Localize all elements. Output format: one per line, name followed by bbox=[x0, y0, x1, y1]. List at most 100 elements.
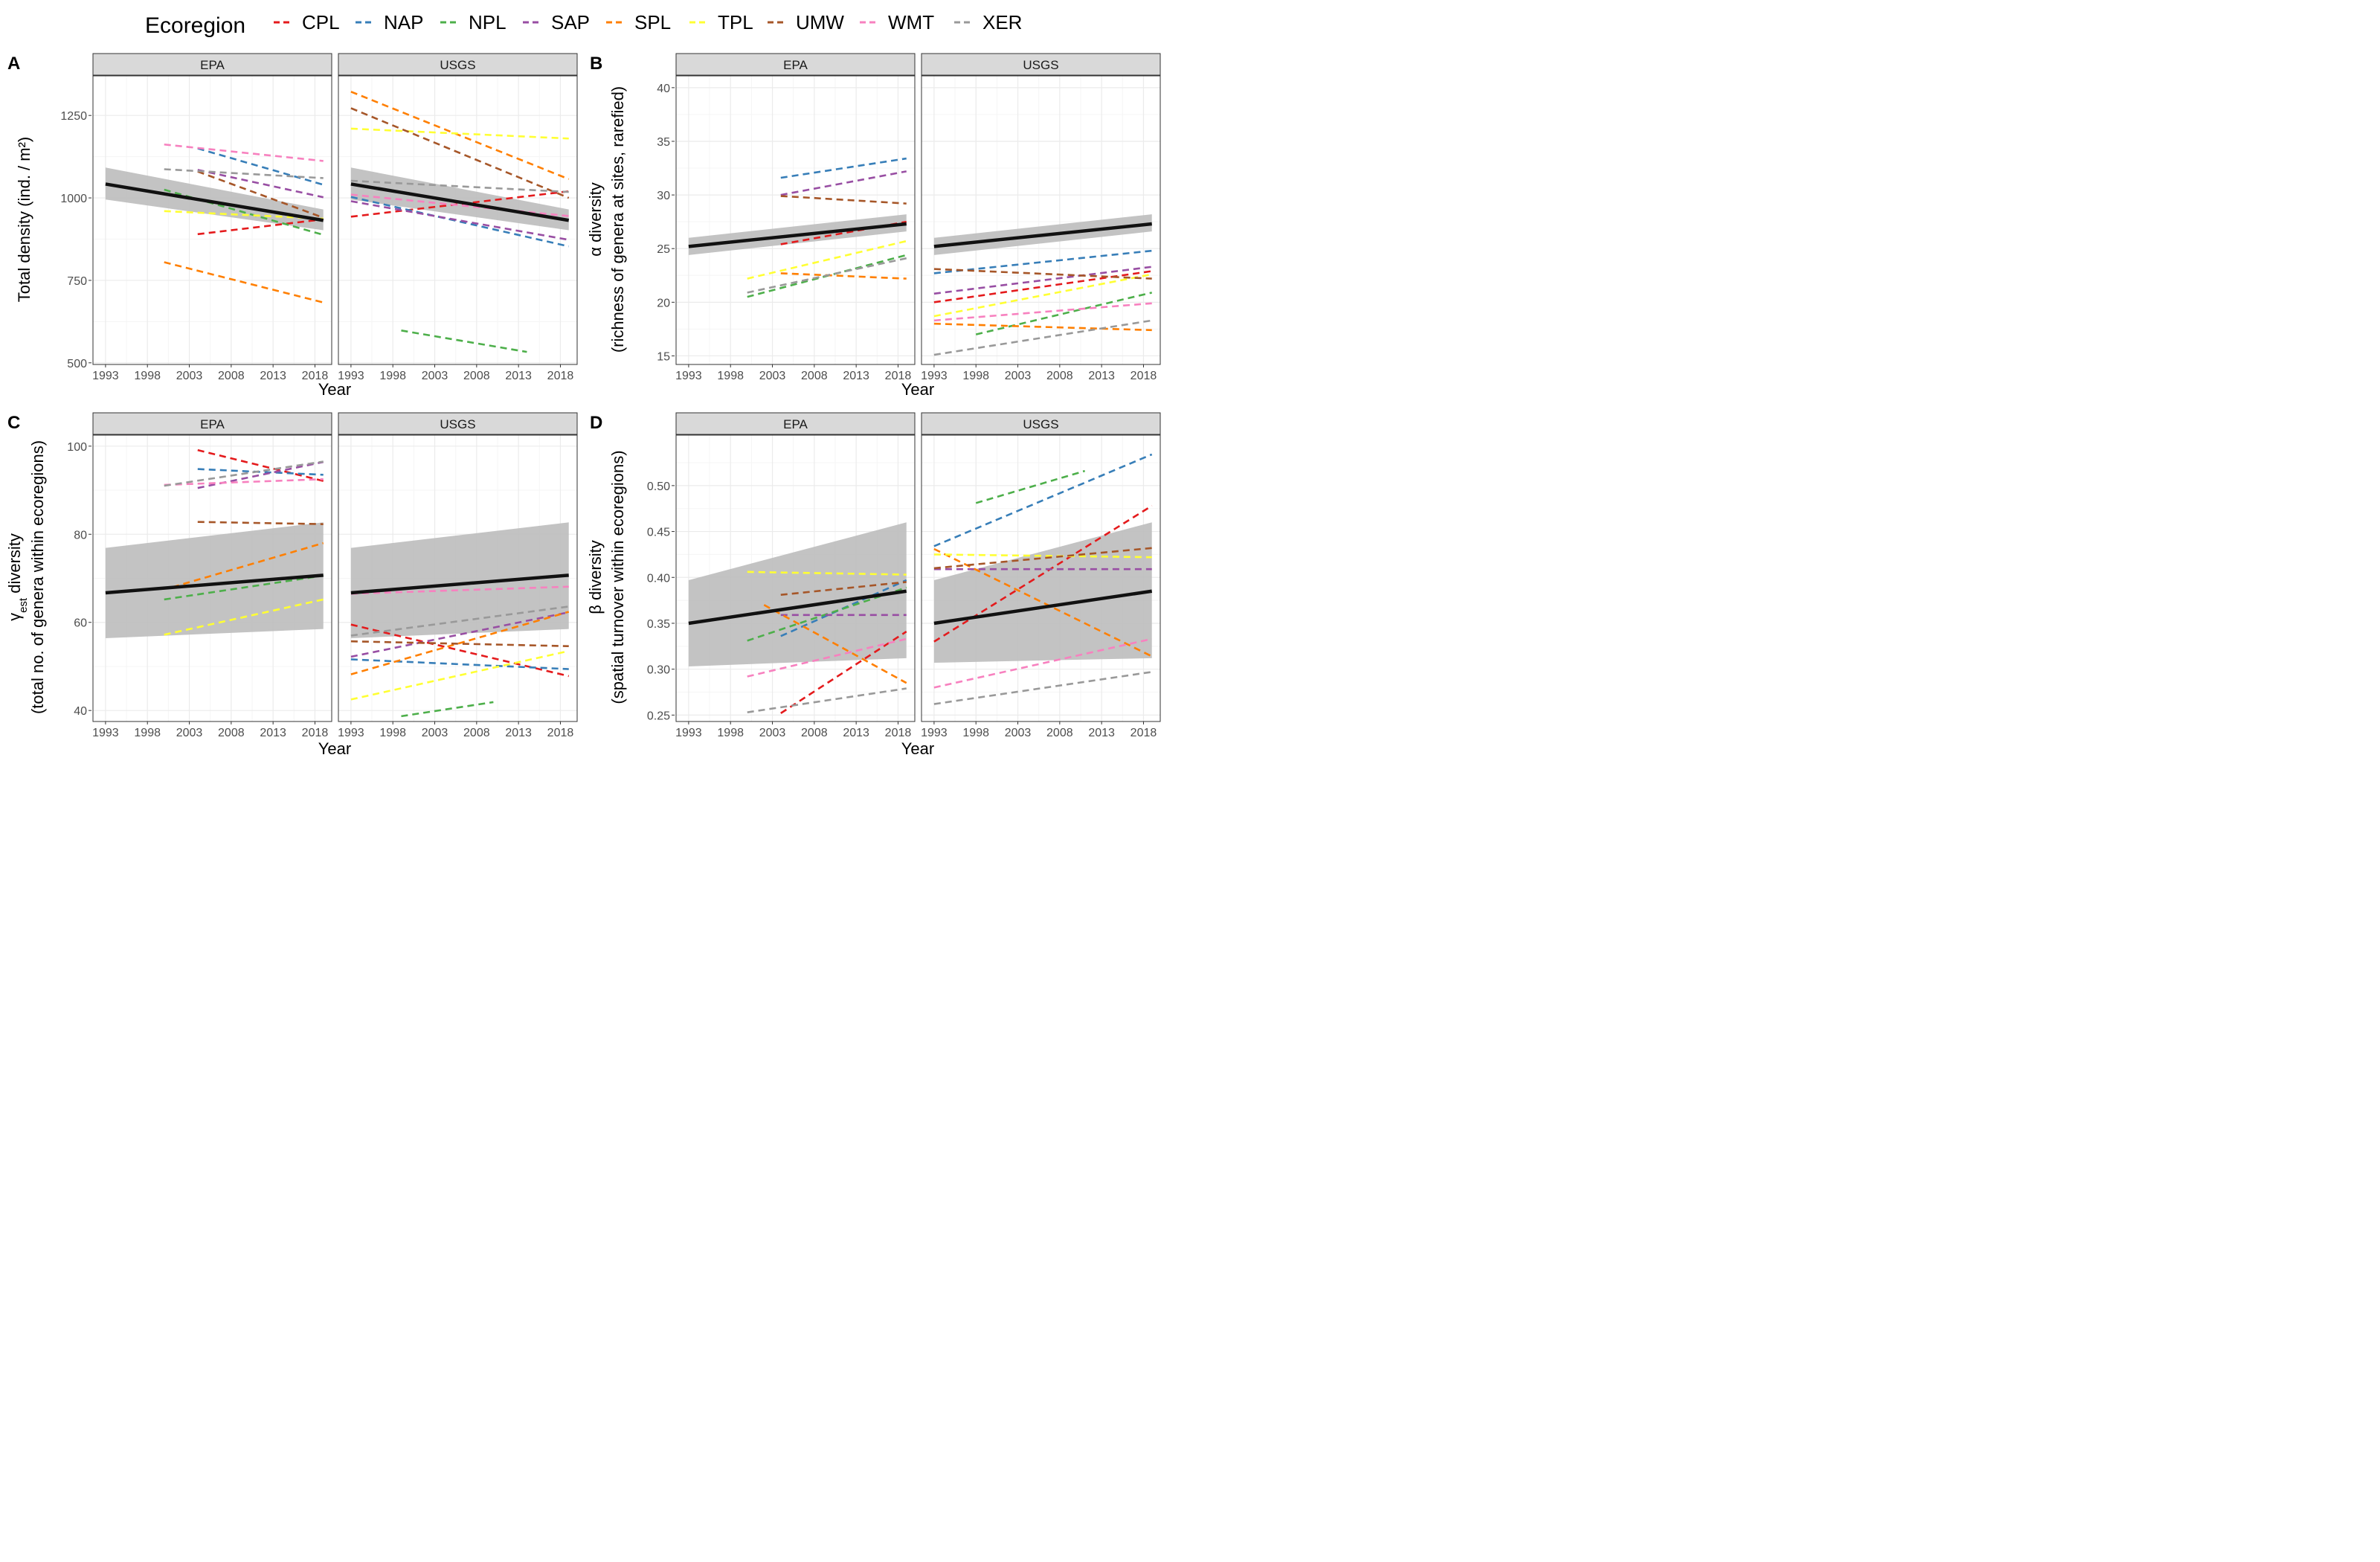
x-tick-label: 2013 bbox=[260, 370, 286, 382]
y-axis-title: α diversity bbox=[586, 182, 605, 257]
confidence-ribbon bbox=[105, 522, 324, 639]
y-tick-label: 35 bbox=[657, 136, 670, 149]
x-tick-label: 1993 bbox=[338, 727, 364, 739]
panel-letter: B bbox=[590, 54, 602, 74]
series-line-nap bbox=[350, 196, 570, 248]
x-tick-label: 2013 bbox=[843, 370, 869, 382]
series-line-nap bbox=[350, 658, 569, 670]
panel-letter: A bbox=[7, 54, 20, 74]
series-line-wmt bbox=[350, 193, 569, 217]
panel-letter: C bbox=[7, 413, 20, 433]
x-tick-label: 1998 bbox=[717, 727, 744, 739]
series-line-xer bbox=[350, 605, 569, 637]
x-tick-label: 2008 bbox=[463, 727, 490, 739]
x-tick-label: 2018 bbox=[1130, 727, 1157, 739]
series-line-nap bbox=[197, 468, 324, 476]
series-line-nap bbox=[933, 249, 1152, 274]
x-tick-label: 1998 bbox=[717, 370, 744, 382]
x-tick-label: 2013 bbox=[505, 370, 532, 382]
legend-label-cpl: CPL bbox=[302, 11, 340, 33]
panel-d: Dβ diversity (spatial turnover within eco… bbox=[586, 412, 1161, 758]
facet-strip-label: USGS bbox=[1023, 58, 1058, 72]
legend-entry-sap: SAP bbox=[523, 11, 590, 33]
series-line-wmt bbox=[747, 637, 907, 678]
x-tick-label: 2008 bbox=[1046, 370, 1073, 382]
y-tick-label: 1000 bbox=[60, 193, 87, 205]
series-line-nap bbox=[933, 453, 1153, 547]
series-line-cpl bbox=[780, 630, 907, 714]
facet-strip-label: EPA bbox=[783, 417, 808, 431]
y-tick-label: 20 bbox=[657, 297, 670, 309]
x-tick-label: 2018 bbox=[302, 727, 329, 739]
x-axis-title: Year bbox=[901, 739, 934, 758]
plot-border bbox=[338, 434, 578, 722]
series-line-spl bbox=[933, 547, 1153, 658]
x-tick-label: 1993 bbox=[921, 370, 948, 382]
y-tick-label: 40 bbox=[74, 705, 87, 718]
confidence-ribbon bbox=[350, 522, 569, 639]
y-tick-label: 0.45 bbox=[647, 527, 670, 539]
legend-entry-nap: NAP bbox=[356, 11, 423, 33]
overall-trend-line bbox=[350, 573, 569, 595]
series-line-npl bbox=[975, 469, 1085, 504]
confidence-ribbon bbox=[350, 167, 569, 231]
facet-strip bbox=[92, 412, 332, 435]
x-tick-label: 2013 bbox=[505, 727, 532, 739]
series-line-umw bbox=[350, 107, 570, 199]
legend-label-umw: UMW bbox=[796, 11, 844, 33]
series-line-spl bbox=[763, 604, 907, 684]
series-line-spl bbox=[780, 272, 907, 280]
x-tick-label: 2008 bbox=[1046, 727, 1073, 739]
panel-letter: D bbox=[590, 413, 602, 433]
y-tick-label: 500 bbox=[67, 358, 87, 370]
x-tick-label: 1993 bbox=[921, 727, 948, 739]
facet-strip-label: USGS bbox=[440, 417, 475, 431]
facet-strip-label: USGS bbox=[440, 58, 475, 72]
y-tick-label: 0.40 bbox=[647, 572, 670, 585]
plot-border bbox=[675, 434, 916, 722]
overall-trend-line bbox=[933, 589, 1153, 626]
facet-strip-label: USGS bbox=[1023, 417, 1058, 431]
x-tick-label: 2003 bbox=[422, 370, 448, 382]
series-line-spl bbox=[172, 541, 324, 588]
series-line-xer bbox=[747, 687, 907, 713]
y-tick-label: 80 bbox=[74, 529, 87, 541]
series-line-xer bbox=[747, 257, 907, 294]
facet-usgs: USGS 1993 1998 2003 2008 2013 2018 bbox=[921, 53, 1161, 382]
y-tick-label: 30 bbox=[657, 190, 670, 202]
series-line-tpl bbox=[350, 127, 569, 140]
series-line-tpl bbox=[350, 649, 570, 701]
legend-entry-npl: NPL bbox=[440, 11, 506, 33]
panel-b: Bα diversity (richness of genera at sites… bbox=[586, 53, 1161, 399]
series-line-sap bbox=[780, 170, 907, 196]
facet-strip bbox=[338, 412, 578, 435]
overall-trend-line bbox=[688, 222, 907, 248]
series-line-wmt bbox=[933, 637, 1153, 689]
legend-label-tpl: TPL bbox=[718, 11, 753, 33]
y-tick-label: 40 bbox=[657, 83, 670, 95]
overall-trend-line bbox=[688, 589, 907, 626]
series-line-cpl bbox=[933, 504, 1153, 643]
x-axis-title: Year bbox=[901, 380, 934, 399]
overall-trend-line bbox=[105, 573, 324, 595]
facet-strip bbox=[338, 53, 578, 76]
x-tick-label: 2008 bbox=[801, 727, 828, 739]
confidence-ribbon bbox=[688, 522, 907, 666]
legend-entry-xer: XER bbox=[954, 11, 1022, 33]
legend: Ecoregion CPL NAP NPL SAP SPL TPL UMW WMT XER bbox=[145, 11, 1022, 38]
facet-strip bbox=[675, 412, 916, 435]
facet-epa: EPA 1993 1998 2003 2008 2013 2018 bbox=[92, 412, 332, 739]
facet-strip bbox=[921, 53, 1161, 76]
series-line-nap bbox=[780, 157, 907, 179]
series-line-tpl bbox=[164, 598, 324, 636]
plot-border bbox=[921, 434, 1161, 722]
series-line-xer bbox=[164, 460, 324, 487]
series-line-umw bbox=[933, 268, 1152, 280]
legend-label-nap: NAP bbox=[384, 11, 423, 33]
y-axis-subtitle: (richness of genera at sites, rarefied) bbox=[608, 86, 627, 353]
facet-strip-label: EPA bbox=[200, 58, 225, 72]
series-line-wmt bbox=[164, 478, 324, 486]
plot-border bbox=[675, 75, 916, 365]
